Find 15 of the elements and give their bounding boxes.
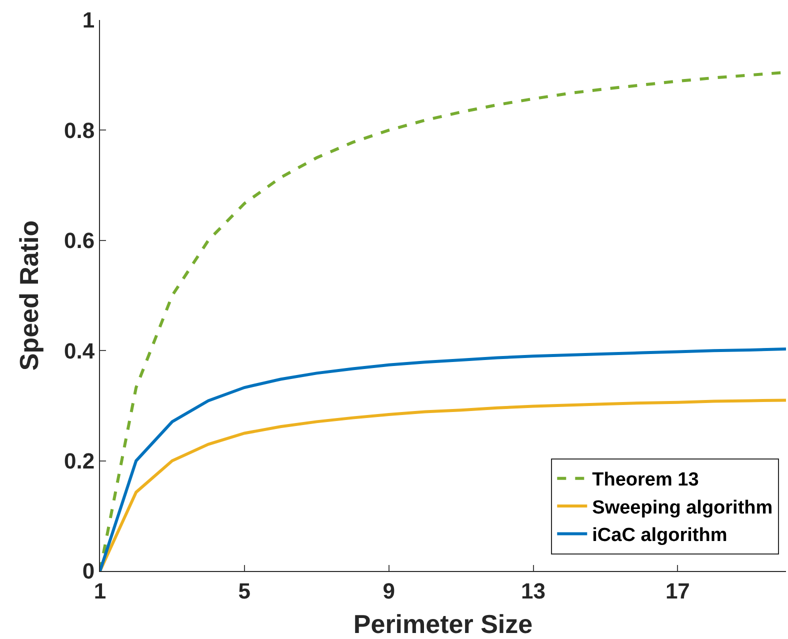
y-tick-label: 0.6 bbox=[64, 228, 95, 254]
legend-label: Theorem 13 bbox=[592, 470, 699, 491]
x-tick-label: 17 bbox=[665, 578, 690, 604]
y-tick-label: 0.4 bbox=[64, 338, 96, 364]
y-axis-title: Speed Ratio bbox=[14, 220, 44, 371]
x-tick-label: 5 bbox=[238, 578, 251, 604]
x-axis-title: Perimeter Size bbox=[353, 609, 533, 639]
y-tick-label: 1 bbox=[82, 8, 95, 33]
y-tick-label: 0.2 bbox=[64, 448, 95, 474]
x-tick-label: 13 bbox=[521, 578, 546, 604]
x-tick-label: 9 bbox=[382, 578, 395, 604]
y-tick-label: 0 bbox=[82, 558, 95, 584]
legend-label: Sweeping algorithm bbox=[592, 497, 773, 518]
y-tick-label: 0.8 bbox=[64, 118, 95, 143]
legend-label: iCaC algorithm bbox=[592, 525, 728, 546]
